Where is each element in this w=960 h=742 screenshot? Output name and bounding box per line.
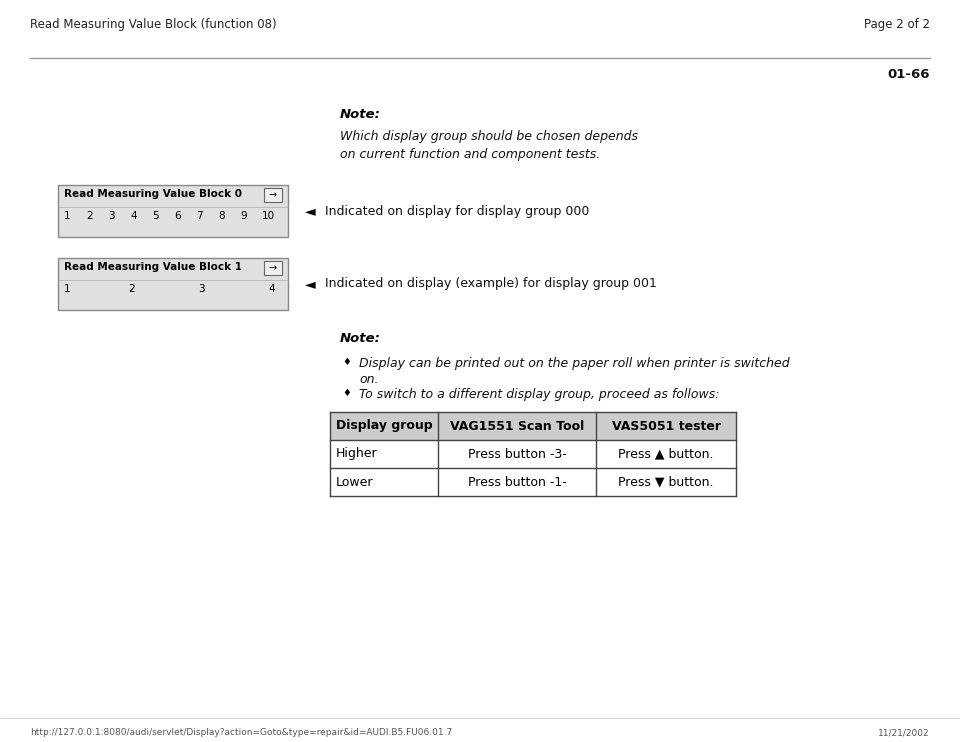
Text: 2: 2	[128, 284, 134, 294]
Bar	[264, 188, 282, 202]
Text: 9: 9	[240, 211, 247, 221]
Text: 5: 5	[152, 211, 158, 221]
Text: 4: 4	[130, 211, 136, 221]
Text: Press ▼ button.: Press ▼ button.	[618, 476, 713, 488]
Bar	[58, 258, 288, 310]
Text: Lower: Lower	[336, 476, 373, 488]
Text: 2: 2	[86, 211, 92, 221]
Text: →: →	[269, 263, 277, 273]
Bar	[58, 185, 288, 237]
Text: ♦: ♦	[343, 357, 351, 367]
Text: Higher: Higher	[336, 447, 377, 461]
Text: ◄: ◄	[304, 277, 315, 291]
Text: 6: 6	[174, 211, 180, 221]
Text: on.: on.	[359, 373, 378, 386]
Text: 11/21/2002: 11/21/2002	[878, 728, 930, 737]
Text: Page 2 of 2: Page 2 of 2	[864, 18, 930, 31]
Text: →: →	[269, 190, 277, 200]
Text: ♦: ♦	[343, 388, 351, 398]
Text: 4: 4	[268, 284, 275, 294]
Text: VAG1551 Scan Tool: VAG1551 Scan Tool	[450, 419, 584, 433]
Text: Which display group should be chosen depends: Which display group should be chosen dep…	[340, 130, 638, 143]
Text: 1: 1	[64, 284, 71, 294]
Bar	[264, 261, 282, 275]
Text: http://127.0.0.1:8080/audi/servlet/Display?action=Goto&type=repair&id=AUDI.B5.FU: http://127.0.0.1:8080/audi/servlet/Displ…	[30, 728, 452, 737]
Text: on current function and component tests.: on current function and component tests.	[340, 148, 600, 161]
Text: Indicated on display (example) for display group 001: Indicated on display (example) for displ…	[325, 278, 657, 291]
Text: 1: 1	[64, 211, 71, 221]
Text: 3: 3	[198, 284, 204, 294]
Text: Read Measuring Value Block 1: Read Measuring Value Block 1	[64, 262, 242, 272]
Text: To switch to a different display group, proceed as follows:: To switch to a different display group, …	[359, 388, 719, 401]
Text: ◄: ◄	[304, 204, 315, 218]
Text: Indicated on display for display group 000: Indicated on display for display group 0…	[325, 205, 589, 217]
Text: Press button -1-: Press button -1-	[468, 476, 566, 488]
Text: Press button -3-: Press button -3-	[468, 447, 566, 461]
Text: VAS5051 tester: VAS5051 tester	[612, 419, 721, 433]
Text: 01-66: 01-66	[887, 68, 930, 81]
Text: 10: 10	[262, 211, 276, 221]
Text: Press ▲ button.: Press ▲ button.	[618, 447, 713, 461]
Text: Display can be printed out on the paper roll when printer is switched: Display can be printed out on the paper …	[359, 357, 790, 370]
Text: Read Measuring Value Block 0: Read Measuring Value Block 0	[64, 189, 242, 199]
Text: Note:: Note:	[340, 108, 381, 121]
Text: Read Measuring Value Block (function 08): Read Measuring Value Block (function 08)	[30, 18, 276, 31]
Text: 3: 3	[108, 211, 114, 221]
Bar	[330, 412, 736, 440]
Text: 7: 7	[196, 211, 203, 221]
Text: 8: 8	[218, 211, 225, 221]
Text: Note:: Note:	[340, 332, 381, 345]
Text: Display group: Display group	[336, 419, 432, 433]
